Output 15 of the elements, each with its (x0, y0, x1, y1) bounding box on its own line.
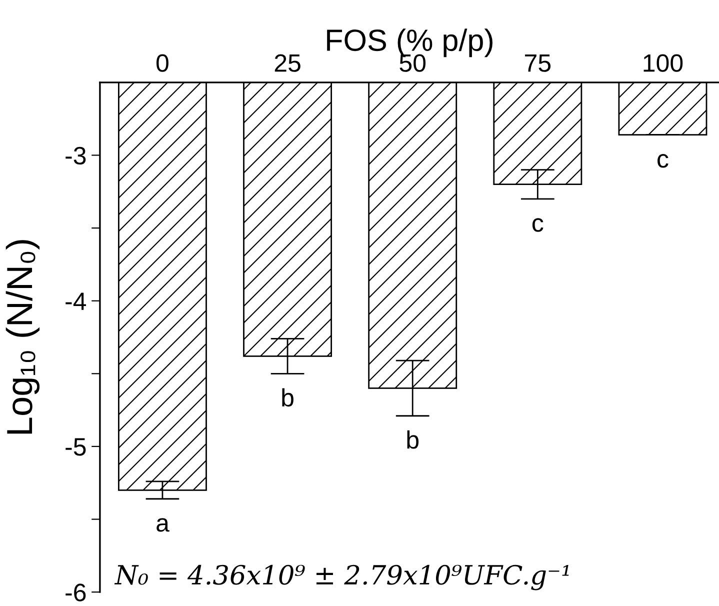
annotation: b (282, 388, 294, 407)
y-tick-label: -6 (66, 584, 86, 602)
y-tick-label: -4 (66, 292, 86, 310)
x-tick-label: 0 (156, 54, 168, 72)
x-tick-label: 75 (525, 54, 551, 72)
annotation: a (156, 518, 170, 532)
annotation: c (532, 218, 544, 232)
x-tick-label: 25 (274, 54, 300, 72)
x-tick-label: 100 (644, 54, 683, 72)
annotation: c (658, 154, 668, 168)
y-axis-title: Log₁₀ (N/N₀) (6, 240, 40, 434)
annotation: N₀ = 4.36x10⁹ ± 2.79x10⁹UFC.g⁻¹ (114, 564, 569, 590)
y-tick-label: -3 (66, 146, 86, 165)
annotation: b (407, 430, 418, 449)
y-tick-label: -5 (66, 438, 86, 456)
